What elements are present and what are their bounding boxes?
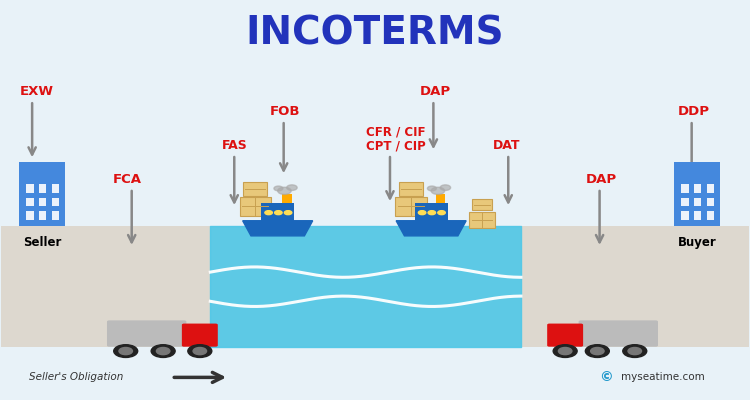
- Circle shape: [440, 185, 451, 190]
- Circle shape: [590, 348, 604, 355]
- Text: CFR / CIF: CFR / CIF: [366, 125, 425, 138]
- FancyBboxPatch shape: [1, 226, 749, 348]
- Text: FAS: FAS: [221, 139, 248, 152]
- FancyBboxPatch shape: [107, 320, 186, 347]
- FancyBboxPatch shape: [26, 211, 34, 220]
- FancyBboxPatch shape: [182, 324, 218, 347]
- FancyBboxPatch shape: [681, 184, 688, 193]
- Circle shape: [585, 345, 609, 358]
- Circle shape: [119, 348, 133, 355]
- FancyBboxPatch shape: [52, 211, 59, 220]
- Circle shape: [114, 345, 138, 358]
- Text: CPT / CIP: CPT / CIP: [366, 139, 426, 152]
- FancyBboxPatch shape: [472, 199, 493, 210]
- FancyBboxPatch shape: [39, 211, 46, 220]
- FancyBboxPatch shape: [694, 198, 701, 206]
- Circle shape: [431, 187, 445, 194]
- Text: ©: ©: [599, 370, 613, 384]
- FancyBboxPatch shape: [706, 184, 714, 193]
- FancyBboxPatch shape: [239, 197, 271, 216]
- FancyBboxPatch shape: [395, 197, 427, 216]
- Circle shape: [274, 186, 283, 191]
- Text: FCA: FCA: [113, 173, 142, 186]
- FancyBboxPatch shape: [681, 198, 688, 206]
- Polygon shape: [243, 221, 313, 236]
- Text: Buyer: Buyer: [677, 236, 716, 249]
- Text: Seller: Seller: [22, 236, 61, 249]
- Text: myseatime.com: myseatime.com: [620, 372, 704, 382]
- FancyBboxPatch shape: [282, 194, 292, 203]
- FancyBboxPatch shape: [436, 194, 445, 203]
- Circle shape: [274, 211, 282, 215]
- Text: DDP: DDP: [678, 105, 710, 118]
- FancyBboxPatch shape: [706, 198, 714, 206]
- FancyBboxPatch shape: [399, 182, 423, 196]
- Circle shape: [284, 211, 292, 215]
- Text: INCOTERMS: INCOTERMS: [246, 15, 504, 53]
- Circle shape: [438, 211, 446, 215]
- Circle shape: [559, 348, 572, 355]
- Circle shape: [428, 211, 436, 215]
- FancyBboxPatch shape: [19, 162, 65, 226]
- Text: FOB: FOB: [270, 105, 301, 118]
- FancyBboxPatch shape: [243, 182, 268, 196]
- FancyBboxPatch shape: [681, 211, 688, 220]
- FancyBboxPatch shape: [261, 203, 294, 221]
- Text: DAT: DAT: [494, 139, 520, 152]
- FancyBboxPatch shape: [415, 203, 448, 221]
- Circle shape: [419, 211, 426, 215]
- Circle shape: [286, 185, 297, 190]
- Text: DAP: DAP: [420, 85, 451, 98]
- FancyBboxPatch shape: [52, 198, 59, 206]
- FancyBboxPatch shape: [469, 212, 496, 228]
- Circle shape: [193, 348, 206, 355]
- FancyBboxPatch shape: [26, 198, 34, 206]
- FancyBboxPatch shape: [548, 324, 583, 347]
- FancyBboxPatch shape: [39, 198, 46, 206]
- FancyBboxPatch shape: [26, 184, 34, 193]
- Circle shape: [188, 345, 211, 358]
- FancyBboxPatch shape: [706, 211, 714, 220]
- Circle shape: [628, 348, 641, 355]
- FancyBboxPatch shape: [578, 320, 658, 347]
- Circle shape: [265, 211, 272, 215]
- Circle shape: [278, 187, 291, 194]
- Text: DAP: DAP: [586, 173, 617, 186]
- Circle shape: [152, 345, 175, 358]
- Circle shape: [157, 348, 170, 355]
- Polygon shape: [396, 221, 466, 236]
- FancyBboxPatch shape: [39, 184, 46, 193]
- FancyBboxPatch shape: [694, 211, 701, 220]
- Text: Seller's Obligation: Seller's Obligation: [29, 372, 124, 382]
- Circle shape: [554, 345, 578, 358]
- FancyBboxPatch shape: [674, 162, 720, 226]
- FancyBboxPatch shape: [694, 184, 701, 193]
- FancyBboxPatch shape: [52, 184, 59, 193]
- Circle shape: [622, 345, 646, 358]
- Circle shape: [427, 186, 436, 191]
- Text: EXW: EXW: [20, 85, 53, 98]
